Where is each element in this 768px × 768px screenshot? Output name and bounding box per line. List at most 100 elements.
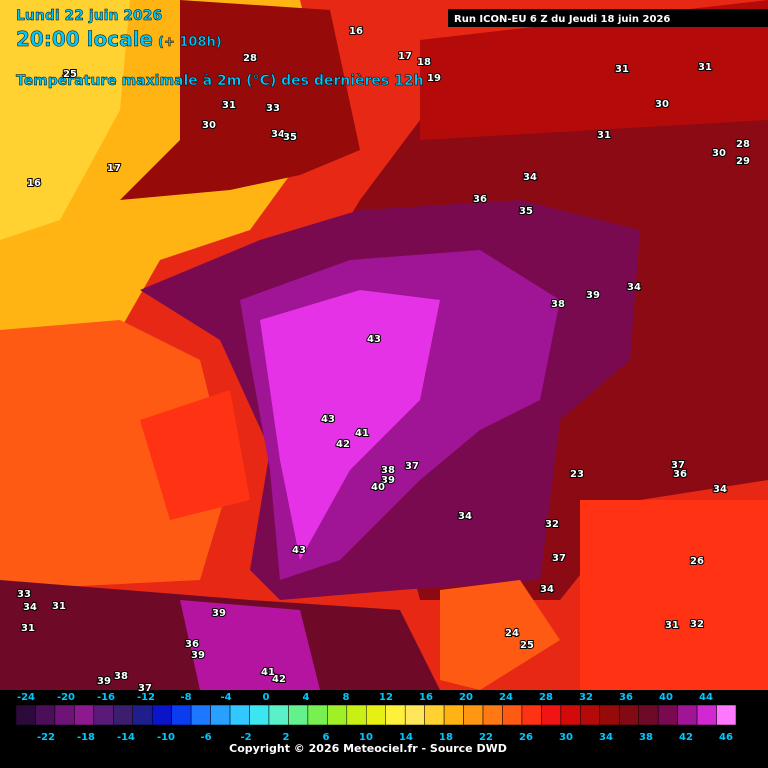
temperature-label: 38 <box>114 671 128 682</box>
legend-label: 32 <box>579 692 593 703</box>
temperature-label: 39 <box>586 290 600 301</box>
legend-label: -20 <box>57 692 75 703</box>
temperature-label: 32 <box>545 519 559 530</box>
temperature-label: 37 <box>671 460 685 471</box>
temperature-label: 34 <box>523 172 537 183</box>
color-swatch <box>307 704 328 726</box>
legend-label: 40 <box>659 692 673 703</box>
temperature-label: 34 <box>271 129 285 140</box>
temperature-label: 42 <box>272 674 286 685</box>
temperature-label: 41 <box>355 428 369 439</box>
legend-label: 44 <box>699 692 713 703</box>
run-box <box>448 9 768 27</box>
color-swatch <box>229 704 250 726</box>
temperature-label: 37 <box>405 461 419 472</box>
temperature-label: 30 <box>202 120 216 131</box>
warm-sea <box>140 390 250 520</box>
legend-label: 20 <box>459 692 473 703</box>
color-swatch <box>502 704 523 726</box>
color-swatch <box>463 704 484 726</box>
temperature-label: 16 <box>349 26 363 37</box>
color-swatch <box>638 704 659 726</box>
temperature-label: 43 <box>367 334 381 345</box>
legend-label: 24 <box>499 692 513 703</box>
legend-label: 4 <box>303 692 310 703</box>
color-swatch <box>599 704 620 726</box>
temperature-label: 35 <box>519 206 533 217</box>
temperature-label: 33 <box>17 589 31 600</box>
legend-label: 18 <box>439 732 453 743</box>
color-swatch <box>404 704 425 726</box>
color-swatch <box>132 704 153 726</box>
spain-hot <box>180 600 320 690</box>
temperature-label: 41 <box>261 667 275 678</box>
legend-label: 38 <box>639 732 653 743</box>
color-swatch <box>74 704 95 726</box>
temperature-label: 34 <box>627 282 641 293</box>
legend-label: 12 <box>379 692 393 703</box>
run: Run ICON-EU 6 Z du Jeudi 18 juin 2026 <box>454 14 670 25</box>
color-swatch <box>716 704 737 726</box>
color-swatch <box>366 704 386 726</box>
temperature-label: 40 <box>371 482 385 493</box>
color-swatch <box>657 704 678 726</box>
france-hottest <box>260 290 440 560</box>
legend-label: -22 <box>37 732 55 743</box>
temperature-label: 31 <box>52 601 66 612</box>
gulf-sea <box>440 580 560 690</box>
legend-label: 8 <box>343 692 350 703</box>
temperature-label: 31 <box>21 623 35 634</box>
temperature-label: 28 <box>736 139 750 150</box>
color-swatch <box>35 704 56 726</box>
color-swatch <box>443 704 464 726</box>
color-swatch <box>210 704 231 726</box>
legend-label: 28 <box>539 692 553 703</box>
legend-label: -16 <box>97 692 115 703</box>
temperature-label: 39 <box>212 608 226 619</box>
legend-label: 22 <box>479 732 493 743</box>
legend-label: -24 <box>17 692 35 703</box>
temperature-label: 38 <box>551 299 565 310</box>
land <box>420 0 768 140</box>
legend: -24 -20 -16 -12 -8 -4 0 4 8 12 16 20 24 28 32 36 40 44-22… <box>15 692 737 743</box>
temperature-label: 32 <box>690 619 704 630</box>
legend-label: -2 <box>240 732 251 743</box>
temperature-label: 39 <box>97 676 111 687</box>
copyright: Copyright © 2026 Meteociel.fr - Source D… <box>229 742 507 755</box>
legend-label: 6 <box>323 732 330 743</box>
temperature-label: 34 <box>713 484 727 495</box>
temperature-label: 30 <box>712 148 726 159</box>
temperature-label: 31 <box>222 100 236 111</box>
temperature-label: 39 <box>191 650 205 661</box>
temperature-label: 37 <box>552 553 566 564</box>
color-swatch <box>677 704 698 726</box>
legend-label: 2 <box>283 732 290 743</box>
color-swatch <box>618 704 639 726</box>
temperature-label: 42 <box>336 439 350 450</box>
temperature-label: 31 <box>665 620 679 631</box>
temperature-label: 31 <box>597 130 611 141</box>
temperature-label: 34 <box>23 602 37 613</box>
temperature-label: 31 <box>698 62 712 73</box>
legend-label: -14 <box>117 732 135 743</box>
legend-label: -8 <box>180 692 191 703</box>
color-swatch <box>541 704 562 726</box>
legend-label: 0 <box>263 692 270 703</box>
legend-label: 26 <box>519 732 533 743</box>
temperature-label: 36 <box>673 469 687 480</box>
temperature-label: 38 <box>381 465 395 476</box>
legend-label: 10 <box>359 732 373 743</box>
color-swatch <box>151 704 172 726</box>
legend-label: 36 <box>619 692 633 703</box>
temperature-label: 23 <box>570 469 584 480</box>
color-swatch <box>482 704 503 726</box>
temperature-label: 43 <box>321 414 335 425</box>
color-swatch <box>696 704 717 726</box>
temperature-label: 31 <box>615 64 629 75</box>
date: Lundi 22 juin 2026 <box>16 8 162 24</box>
color-swatch <box>54 704 75 726</box>
temperature-label: 39 <box>381 475 395 486</box>
temperature-label: 26 <box>690 556 704 567</box>
